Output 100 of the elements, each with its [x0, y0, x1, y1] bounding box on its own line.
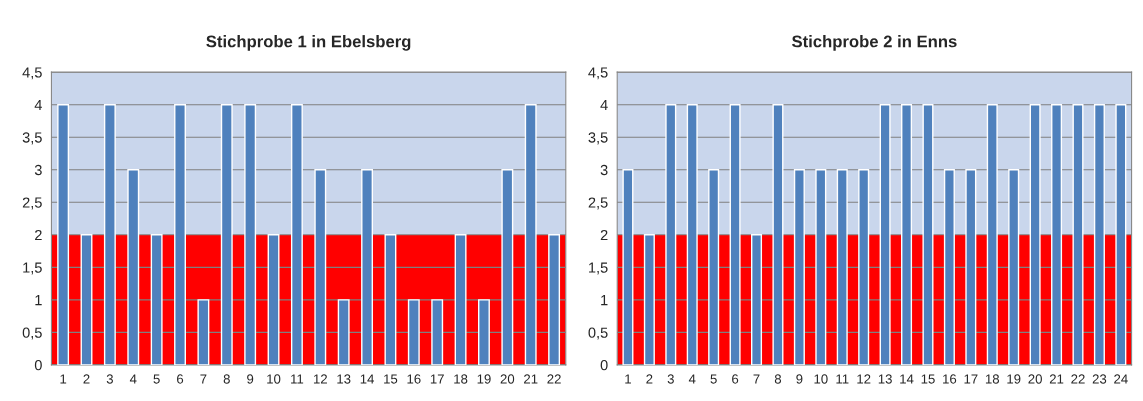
x-tick-label: 14: [360, 374, 375, 384]
bar: [57, 104, 70, 365]
x-tick-label: 8: [774, 374, 782, 384]
bar: [836, 169, 848, 365]
x-tick-label: 17: [430, 374, 444, 384]
x-tick-label: 16: [943, 374, 957, 384]
x-tick-label: 22: [547, 374, 561, 384]
y-tick-label: 3: [34, 164, 42, 176]
bar: [729, 104, 741, 365]
x-tick-label: 15: [921, 374, 935, 384]
y-tick-label: 2: [35, 229, 42, 241]
x-tick-label: 6: [177, 374, 184, 384]
bar: [751, 234, 763, 365]
x-tick-label: 1: [60, 374, 67, 384]
x-tick-label: 14: [900, 374, 914, 384]
bar: [244, 104, 257, 365]
x-tick-label: 10: [814, 374, 828, 384]
bar: [922, 104, 934, 365]
bar: [150, 234, 163, 365]
y-tick-label: 1,5: [23, 262, 42, 275]
x-tick-label: 10: [267, 374, 281, 384]
bar: [80, 234, 93, 365]
x-tick-label: 19: [477, 374, 491, 384]
x-tick-label: 5: [710, 374, 717, 384]
y-tick-label: 3: [600, 164, 608, 176]
y-tick-label: 0,5: [588, 327, 608, 340]
x-tick-label: 22: [1071, 374, 1085, 384]
y-tick-label: 0: [34, 360, 42, 371]
bar: [986, 104, 998, 365]
bar: [454, 234, 467, 365]
x-tick-label: 15: [384, 374, 398, 384]
x-tick-label: 9: [247, 374, 254, 384]
x-tick-label: 5: [153, 374, 160, 384]
x-tick-label: 2: [83, 374, 90, 384]
x-tick-label: 3: [667, 374, 674, 384]
x-tick-label: 11: [836, 374, 849, 384]
bar: [643, 234, 655, 365]
x-tick-label: 18: [454, 374, 468, 384]
x-tick-label: 3: [106, 374, 113, 384]
bar: [1051, 104, 1063, 365]
bar: [361, 169, 374, 365]
x-tick-label: 19: [1007, 374, 1021, 384]
bar: [686, 104, 698, 365]
x-tick-label: 1: [625, 374, 631, 384]
y-tick-label: 1,5: [589, 262, 608, 275]
x-tick-label: 4: [688, 374, 696, 384]
bar: [815, 169, 827, 365]
bar: [501, 169, 514, 365]
bar: [901, 104, 913, 365]
x-tick-label: 12: [857, 374, 871, 384]
bar: [548, 234, 561, 365]
bar: [431, 299, 444, 365]
x-tick-label: 13: [878, 374, 892, 384]
x-tick-label: 11: [291, 374, 304, 384]
bar: [708, 169, 720, 365]
x-tick-label: 6: [732, 374, 739, 384]
y-tick-label: 4,5: [22, 67, 42, 80]
bar: [793, 169, 805, 365]
y-tick-label: 2: [600, 229, 608, 241]
x-tick-label: 24: [1114, 374, 1128, 384]
x-tick-label: 18: [985, 374, 1000, 384]
y-tick-label: 3,5: [588, 132, 608, 145]
x-tick-label: 8: [223, 374, 230, 384]
x-tick-label: 2: [646, 374, 653, 384]
x-tick-label: 9: [796, 374, 803, 384]
bar: [622, 169, 634, 365]
y-tick-label: 4,5: [588, 67, 608, 80]
x-tick-label: 17: [964, 374, 978, 384]
bar: [127, 169, 140, 365]
bar: [220, 104, 233, 365]
bar: [524, 104, 537, 365]
bar: [858, 169, 870, 365]
bar: [314, 169, 327, 365]
bar: [1072, 104, 1084, 365]
bar: [665, 104, 677, 365]
x-tick-label: 13: [337, 374, 351, 384]
x-tick-label: 23: [1092, 374, 1107, 384]
x-tick-label: 21: [1049, 374, 1064, 384]
bar: [103, 104, 116, 365]
y-tick-label: 1: [601, 295, 608, 306]
bar: [290, 104, 303, 365]
x-tick-label: 7: [200, 374, 207, 384]
x-tick-label: 20: [500, 374, 515, 384]
bar: [1093, 104, 1105, 365]
bar: [197, 299, 210, 365]
chart-title: Stichprobe 1 in Ebelsberg: [206, 35, 411, 51]
x-tick-label: 12: [313, 374, 327, 384]
bar: [337, 299, 350, 365]
y-tick-label: 2,5: [588, 197, 608, 210]
x-tick-label: 4: [129, 374, 137, 384]
chart-title: Stichprobe 2 in Enns: [792, 35, 957, 51]
bar: [478, 299, 490, 365]
x-tick-label: 20: [1028, 374, 1042, 384]
x-tick-label: 7: [753, 374, 760, 384]
bar: [965, 169, 977, 365]
bar: [174, 104, 186, 365]
x-tick-label: 16: [407, 374, 421, 384]
bar: [943, 169, 955, 365]
bar: [407, 299, 420, 365]
bar: [267, 234, 280, 365]
